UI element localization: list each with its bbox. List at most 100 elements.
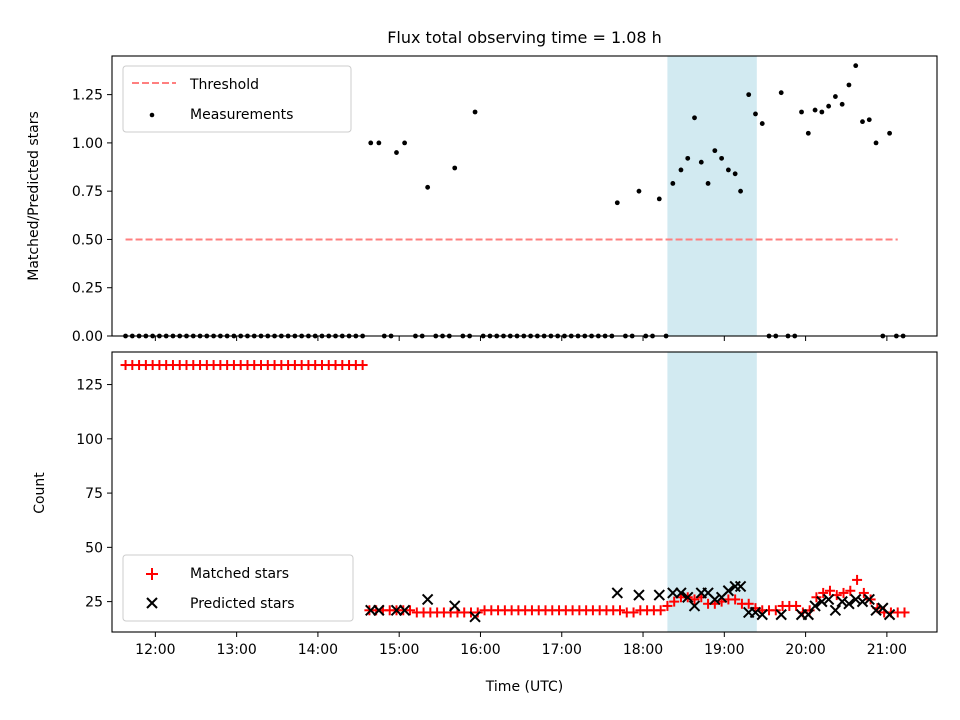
predicted-star-marker [856,595,869,608]
predicted-star-marker [850,593,862,606]
x-tick-label: 15:00 [379,642,419,658]
predicted-star-marker [709,593,721,606]
x-tick-label: 12:00 [135,642,175,658]
matched-star-marker [824,585,835,596]
measurement-point [826,103,832,109]
predicted-star-marker [749,606,762,619]
matched-star-marker [818,587,829,598]
bottom-legend: Matched stars Predicted stars [122,554,354,622]
measurement-point [778,90,784,96]
legend-threshold-label: Threshold [189,77,259,93]
measurement-point [887,130,892,136]
measurement-point [678,167,684,173]
measurement-point [738,188,743,194]
measurement-point [753,111,758,117]
y-tick-label: 0.75 [72,184,103,200]
predicted-star-marker [675,587,687,599]
matched-star-marker [852,574,863,585]
matched-star-marker [628,607,639,618]
measurement-point [746,92,752,98]
measurement-point [719,155,725,161]
matched-star-marker [655,605,666,616]
measurement-point [805,130,811,136]
y-tick-label: 75 [85,486,103,502]
top-ylabel: Matched/Predicted stars [26,111,42,281]
measurement-point [614,200,620,206]
predicted-star-marker [870,604,882,617]
y-tick-label: 1.25 [72,88,103,104]
predicted-star-marker [682,591,694,603]
legend-predicted-label: Predicted stars [190,596,295,612]
predicted-star-marker [863,593,875,606]
bottom-xlabel: Time (UTC) [485,679,563,695]
matched-star-marker [357,360,368,371]
legend-matched-swatch [146,568,158,580]
matched-star-marker [845,585,856,596]
predicted-star-marker [775,608,787,621]
x-tick-label: 16:00 [460,642,500,658]
predicted-star-marker [421,593,434,606]
x-tick-label: 20:00 [785,642,825,658]
predicted-star-marker [449,600,461,612]
measurement-point [472,109,478,115]
legend-measurements-swatch [149,112,155,118]
x-tick-label: 17:00 [542,642,582,658]
legend-measurements-label: Measurements [190,107,293,123]
measurement-point [873,140,879,146]
measurement-point [368,140,374,146]
predicted-star-marker [611,587,624,599]
bottom-axes-frame [111,351,938,633]
x-tick-label: 18:00 [623,642,663,658]
predicted-star-marker [816,595,828,608]
predicted-star-marker [822,593,835,606]
measurement-point [698,159,704,165]
predicted-star-marker [653,589,665,601]
predicted-star-marker [802,608,815,621]
top-title: Flux total observing time = 1.08 h [387,28,662,47]
measurement-point [394,150,399,155]
predicted-star-marker [390,604,403,617]
measurement-point [819,109,825,115]
measurement-point [705,181,711,186]
measurement-point [402,140,408,146]
measurement-point [759,121,765,126]
y-tick-label: 1.00 [72,136,103,152]
matched-star-marker [838,587,849,598]
top-xticks [154,336,888,341]
measurement-point [692,115,697,121]
y-tick-label: 125 [76,378,103,394]
matched-star-marker [615,605,626,616]
matched-star-marker [899,607,910,618]
measurement-point [425,184,431,190]
bottom-ylabel: Count [32,472,48,514]
measurement-point [853,63,859,69]
predicted-star-marker [667,587,679,599]
matched-star-marker [405,605,416,616]
measurement-point [636,188,642,194]
measurement-point [846,82,852,88]
predicted-star-marker [688,600,701,612]
top-legend: Threshold Measurements [122,65,352,133]
y-tick-label: 0.00 [72,329,103,345]
predicted-star-marker [756,608,768,621]
predicted-star-marker [843,598,855,610]
bottom-xticks: 12:00 13:00 14:00 15:00 16:00 17:00 18:00 19:00… [135,632,907,658]
top-axes-frame [111,55,938,337]
measurement-point [732,171,738,177]
matched-star-marker [743,598,754,609]
predicted-star-marker [398,604,411,617]
measurement-point [685,155,691,161]
top-shaded-span [667,56,757,336]
matched-star-marker [669,596,680,607]
top-legend-box [122,65,352,133]
measurement-point [866,117,872,123]
measurement-point [670,181,676,186]
bottom-legend-box [122,554,354,622]
x-tick-label: 21:00 [867,642,907,658]
measurement-point [839,101,845,107]
predicted-star-marker [883,608,896,621]
predicted-star-marker [829,604,842,617]
measurement-point [452,165,458,171]
predicted-star-marker [734,580,747,593]
